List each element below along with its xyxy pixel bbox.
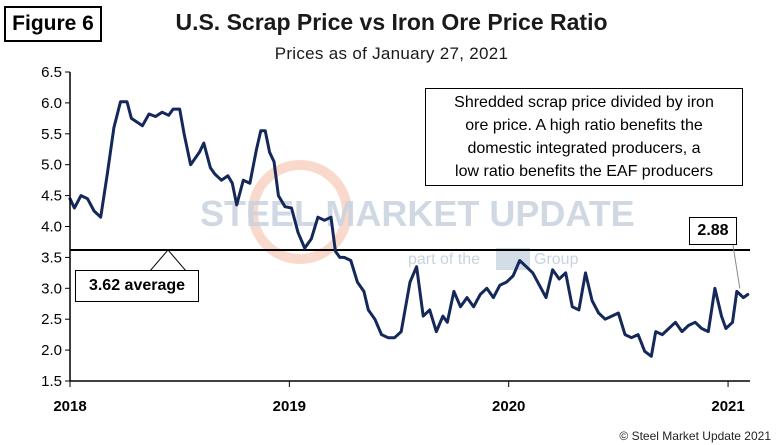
- average-line-group: [70, 248, 750, 272]
- y-tick-label: 2.5: [41, 311, 62, 328]
- watermark-group-logo: [496, 248, 530, 270]
- y-tick-label: 4.5: [41, 188, 62, 205]
- annotation-line: domestic integrated producers, a: [467, 140, 701, 157]
- average-callout-pointer: [149, 249, 187, 272]
- copyright: © Steel Market Update 2021: [619, 429, 771, 443]
- x-axis: 2018 2019 2020 2021: [53, 381, 745, 415]
- watermark-logo-ring: [248, 160, 352, 264]
- y-tick-label: 6.5: [41, 64, 62, 81]
- watermark-tagline-prefix: part of the: [408, 251, 480, 268]
- chart-title: U.S. Scrap Price vs Iron Ore Price Ratio: [175, 9, 608, 35]
- y-tick-label: 1.5: [41, 373, 62, 390]
- y-tick-label: 3.5: [41, 249, 62, 266]
- chart-subtitle: Prices as of January 27, 2021: [274, 44, 509, 63]
- y-tick-label: 5.0: [41, 157, 62, 174]
- annotation-line: low ratio benefits the EAF producers: [455, 163, 713, 180]
- x-tick-label: 2018: [53, 398, 86, 415]
- series-line: [68, 100, 750, 358]
- watermark-tagline-suffix: Group: [534, 251, 579, 268]
- watermark-brand: STEEL MARKET UPDATE: [200, 193, 635, 234]
- x-tick-label: 2019: [273, 398, 306, 415]
- annotation-line: ore price. A high ratio benefits the: [465, 117, 703, 134]
- y-axis: 1.5 2.0 2.5 3.0 3.5 4.0 4.5 5.0 5.5 6.0 6.5: [41, 64, 70, 390]
- annotation-box: Shredded scrap price divided by iron ore…: [425, 88, 743, 186]
- y-tick-label: 5.5: [41, 126, 62, 143]
- x-tick-label: 2020: [492, 398, 525, 415]
- y-tick-label: 2.0: [41, 342, 62, 359]
- y-tick-label: 6.0: [41, 95, 62, 112]
- axes: [69, 72, 750, 382]
- y-tick-label: 3.0: [41, 280, 62, 297]
- last-value-pointer: [732, 244, 741, 289]
- average-label: 3.62 average: [75, 270, 199, 302]
- figure-label: Figure 6: [4, 6, 102, 42]
- y-tick-label: 4.0: [41, 219, 62, 236]
- x-tick-label: 2021: [711, 398, 744, 415]
- last-value-label: 2.88: [689, 217, 737, 245]
- annotation-line: Shredded scrap price divided by iron: [454, 94, 714, 111]
- series-group: [68, 100, 750, 358]
- watermark: STEEL MARKET UPDATE part of the Group: [200, 160, 635, 270]
